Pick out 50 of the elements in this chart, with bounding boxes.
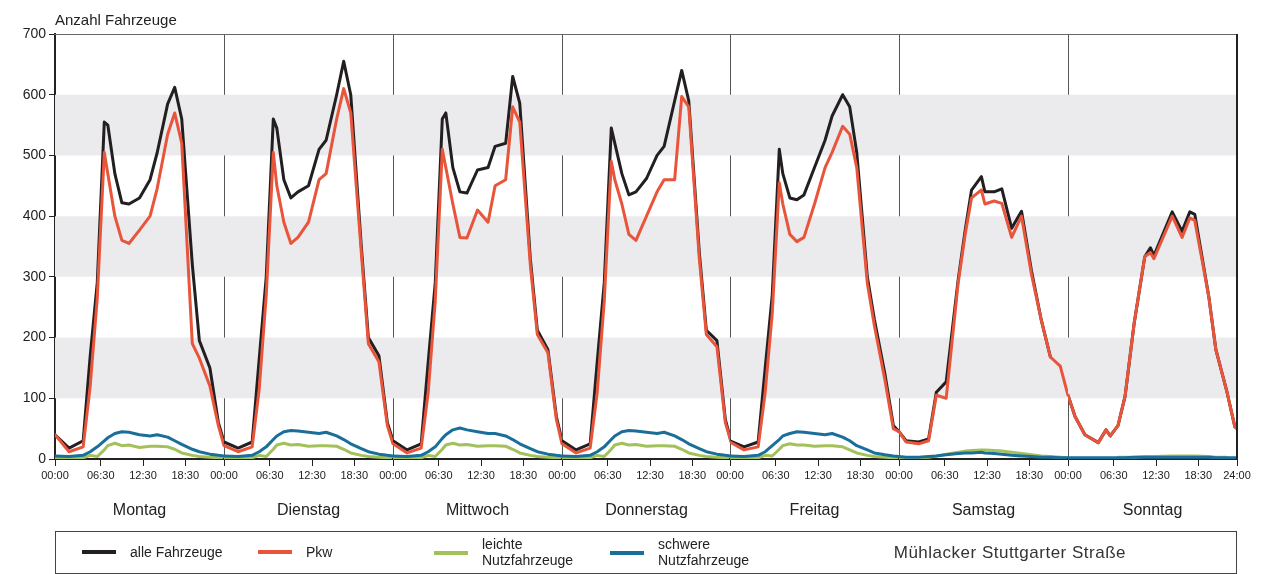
x-tick-label: 12:30 — [298, 468, 326, 481]
x-tick-label: 18:30 — [340, 468, 369, 481]
x-tick-label: 06:30 — [762, 468, 790, 481]
x-tick-label: 00:00 — [548, 468, 576, 481]
text: Mühlacker Stuttgarter Straße — [893, 542, 1126, 563]
y-axis-title: Anzahl Fahrzeuge — [55, 10, 177, 28]
x-tick-label: 18:30 — [171, 468, 200, 481]
x-tick-label: 12:30 — [636, 468, 664, 481]
x-tick-label: 12:30 — [804, 468, 832, 481]
x-tick-label: 18:30 — [1015, 468, 1044, 481]
x-tick-label: 12:30 — [973, 468, 1001, 481]
x-tick-label: 00:00 — [379, 468, 407, 481]
x-tick-label: 12:30 — [467, 468, 495, 481]
x-tick-label: 06:30 — [1100, 468, 1128, 481]
x-tick-label: 06:30 — [425, 468, 453, 481]
x-tick-label: 12:30 — [1142, 468, 1170, 481]
x-axis-title: Mittwoch — [445, 500, 510, 518]
x-axis-title: Dienstag — [276, 500, 341, 518]
x-tick-label: 24:00 — [1223, 468, 1251, 481]
legend-label: leichte Nutzfahrzeuge — [482, 536, 575, 568]
x-axis-title: Samstag — [951, 500, 1016, 518]
x-tick-label: 12:30 — [129, 468, 157, 481]
y-tick-label: 600 — [22, 85, 47, 102]
x-axis-title: Montag — [112, 500, 167, 518]
y-tick-label: 200 — [22, 328, 47, 345]
y-tick-label: 500 — [22, 146, 47, 163]
x-tick-label: 18:30 — [1184, 468, 1213, 481]
x-tick-label: 18:30 — [678, 468, 707, 481]
legend-label: Pkw — [306, 543, 333, 561]
y-tick-label: 300 — [22, 267, 47, 284]
legend-label: schwere Nutzfahrzeuge — [658, 536, 751, 568]
y-tick-label: 100 — [22, 389, 47, 406]
x-axis-title: Freitag — [789, 500, 840, 518]
x-tick-label: 00:00 — [885, 468, 913, 481]
x-axis-title: Sonntag — [1122, 500, 1183, 518]
x-tick-label: 06:30 — [87, 468, 115, 481]
x-tick-label: 06:30 — [931, 468, 959, 481]
x-tick-label: 06:30 — [594, 468, 622, 481]
x-tick-label: 18:30 — [509, 468, 538, 481]
x-tick-label: 00:00 — [41, 468, 69, 481]
x-axis-title: Donnerstag — [605, 500, 688, 518]
y-tick-label: 0 — [38, 449, 47, 466]
legend-label: alle Fahrzeuge — [130, 543, 223, 561]
x-tick-label: 00:00 — [210, 468, 238, 481]
y-tick-label: 400 — [22, 207, 47, 223]
x-tick-label: 18:30 — [846, 468, 875, 481]
y-tick-label: 700 — [22, 24, 47, 41]
x-tick-label: 06:30 — [256, 468, 284, 481]
x-tick-label: 00:00 — [1054, 468, 1082, 481]
x-tick-label: 00:00 — [716, 468, 744, 481]
